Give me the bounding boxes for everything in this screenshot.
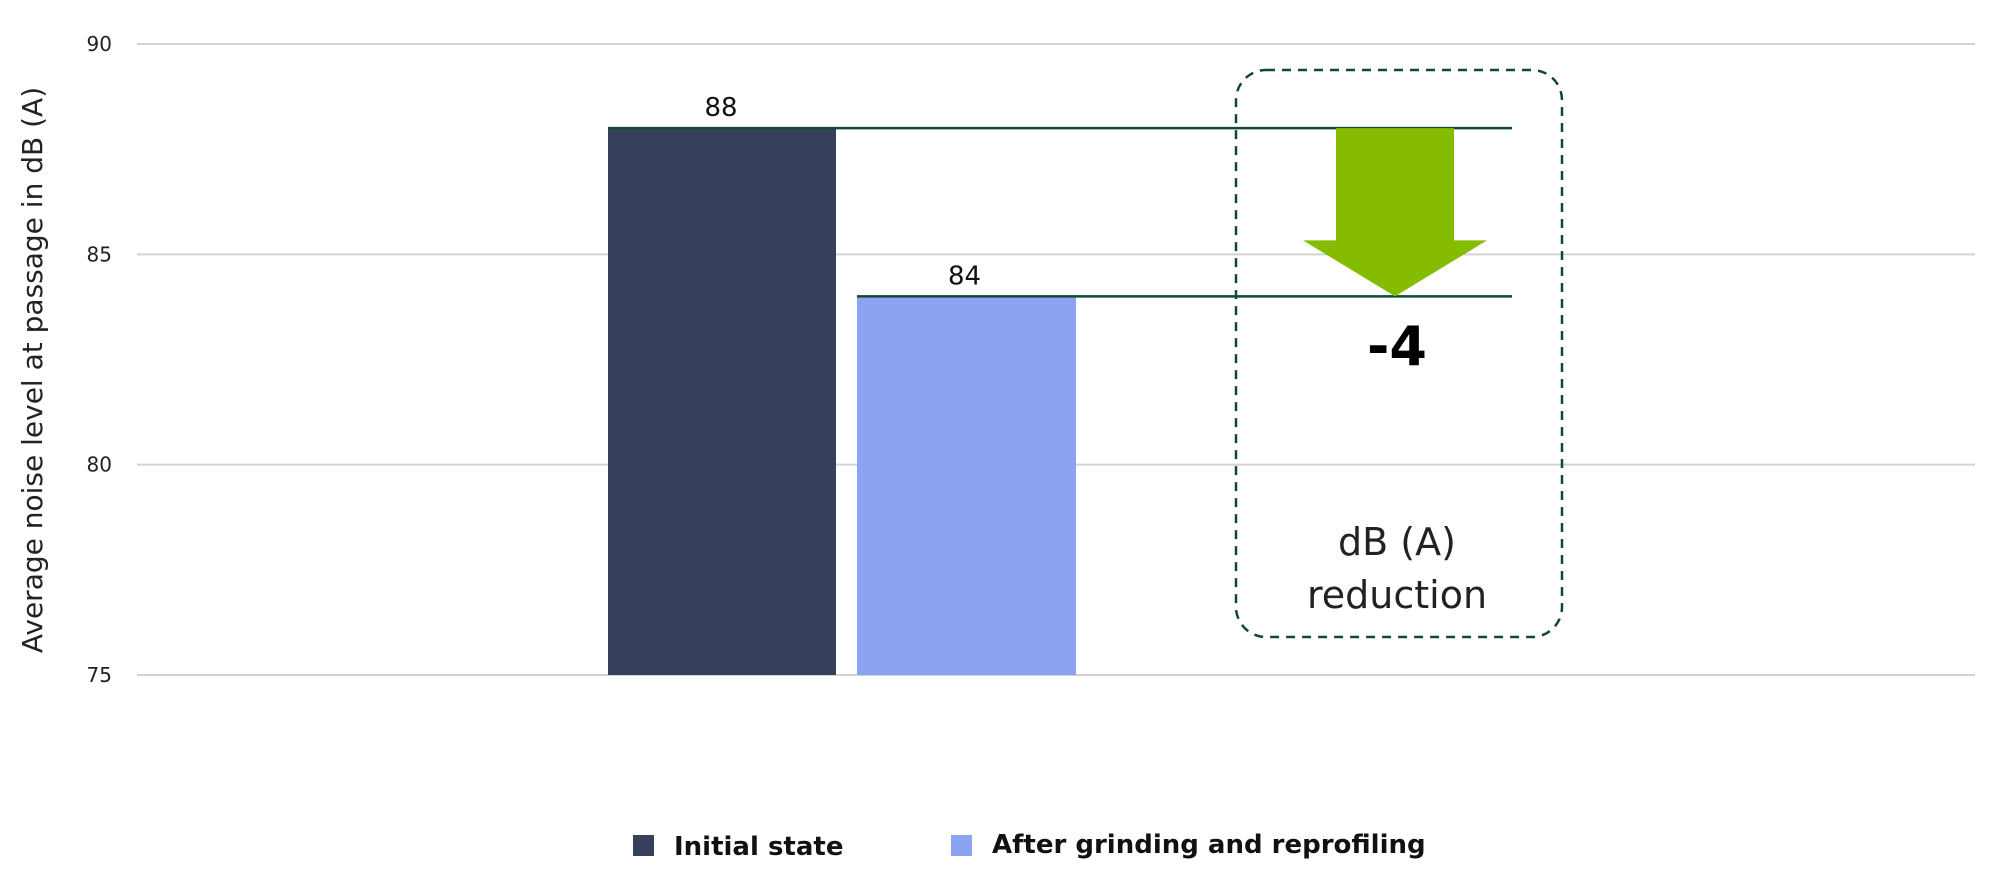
y-axis-ticks: 75 80 85 90 xyxy=(87,32,112,687)
legend-swatch-after-grinding xyxy=(951,835,972,856)
y-axis-label: Average noise level at passage in dB (A) xyxy=(16,87,49,653)
down-arrow-icon xyxy=(1303,128,1487,297)
legend-label-initial-state: Initial state xyxy=(674,832,843,862)
y-tick-label: 90 xyxy=(87,32,112,56)
data-label: 88 xyxy=(704,93,737,123)
y-tick-label: 75 xyxy=(87,663,112,687)
bars: 88 84 xyxy=(608,93,1076,676)
data-label: 84 xyxy=(948,261,981,291)
bar-after-grinding xyxy=(857,296,1076,675)
reduction-box xyxy=(1234,68,1564,639)
reduction-label-line2: reduction xyxy=(1307,573,1487,617)
legend: Initial state After grinding and reprofi… xyxy=(633,830,1426,862)
reduction-label-line1: dB (A) xyxy=(1338,520,1456,564)
reduction-value: -4 xyxy=(1367,315,1427,378)
y-tick-label: 85 xyxy=(87,242,112,266)
legend-label-after-grinding: After grinding and reprofiling xyxy=(992,830,1426,860)
bar-initial-state xyxy=(608,128,836,676)
reduction-annotation: -4 dB (A) reduction xyxy=(608,68,1564,639)
y-tick-label: 80 xyxy=(87,453,112,477)
legend-swatch-initial-state xyxy=(633,835,654,856)
